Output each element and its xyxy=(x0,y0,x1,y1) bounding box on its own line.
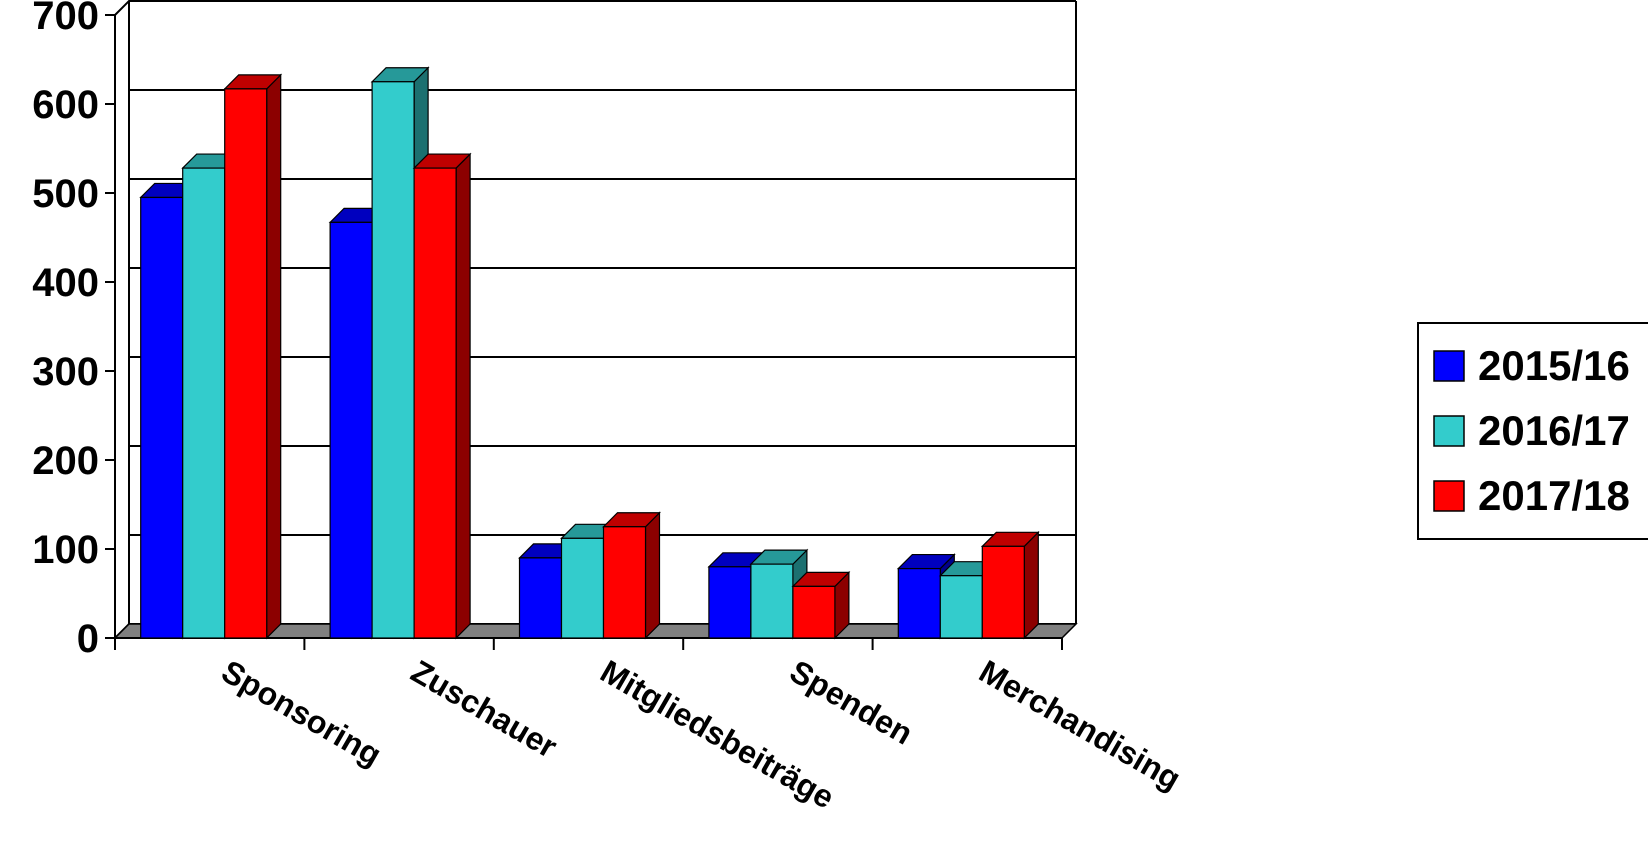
bar xyxy=(371,81,415,639)
legend-swatch xyxy=(1433,350,1465,382)
y-tick-label: 200 xyxy=(32,439,99,483)
bar xyxy=(329,221,373,639)
y-tick-label: 300 xyxy=(32,350,99,394)
bar xyxy=(939,575,983,639)
y-tick-label: 500 xyxy=(32,172,99,216)
legend-label: 2015/16 xyxy=(1478,342,1630,389)
x-tick-label: Sponsoring xyxy=(216,653,388,773)
bar xyxy=(140,196,184,639)
x-tick-label: Spenden xyxy=(784,653,919,752)
bar xyxy=(560,537,605,639)
bar-side xyxy=(266,73,282,640)
y-tick-label: 0 xyxy=(77,617,99,661)
bar xyxy=(602,526,647,639)
bar-side xyxy=(644,511,661,640)
bar xyxy=(792,585,836,639)
y-tick-label: 400 xyxy=(32,261,99,305)
legend-swatch xyxy=(1433,415,1465,447)
bar xyxy=(897,567,941,639)
bar xyxy=(182,167,226,639)
y-tick-label: 100 xyxy=(32,528,99,572)
x-tick-label: Zuschauer xyxy=(405,653,563,765)
legend-label: 2017/18 xyxy=(1478,472,1630,519)
legend-swatch xyxy=(1433,480,1465,512)
bar-side xyxy=(1023,530,1039,640)
bar xyxy=(413,167,457,639)
y-tick-label: 600 xyxy=(32,83,99,127)
side-wall xyxy=(114,0,130,641)
x-tick-label: Merchandising xyxy=(973,653,1187,797)
legend-label: 2016/17 xyxy=(1478,407,1630,454)
bar xyxy=(708,566,752,639)
y-tick-label: 700 xyxy=(32,0,99,38)
bar xyxy=(981,545,1025,639)
bar-side xyxy=(455,152,471,640)
bar xyxy=(224,88,268,639)
bar xyxy=(750,563,794,639)
bar xyxy=(518,557,563,639)
